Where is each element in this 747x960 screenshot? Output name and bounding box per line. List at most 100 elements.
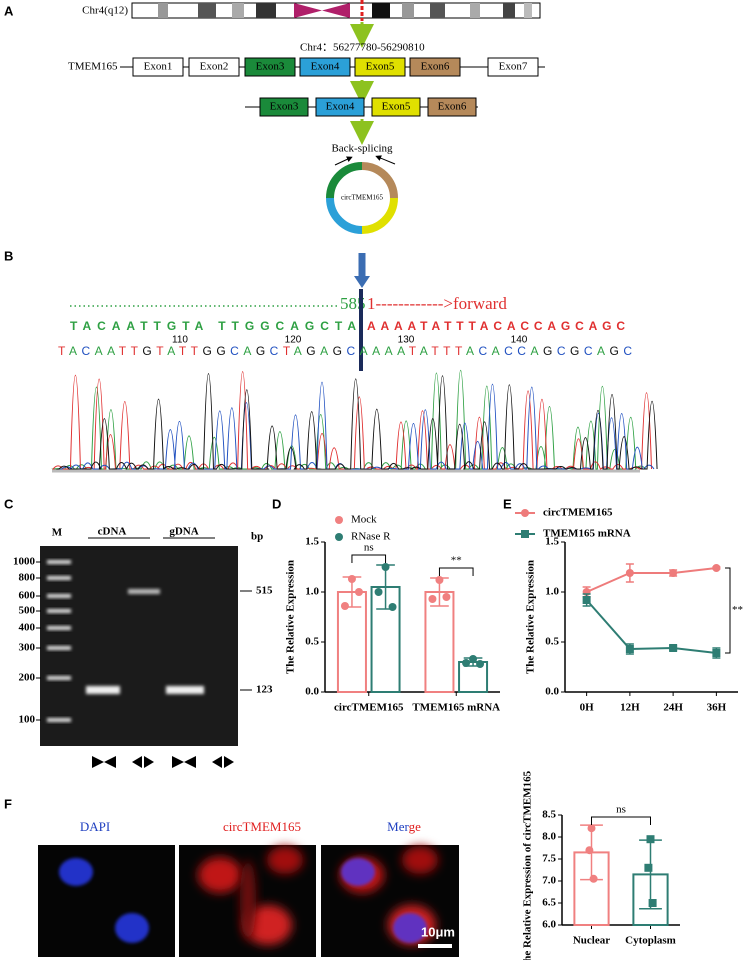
exon bbox=[132, 57, 184, 77]
exon bbox=[409, 57, 461, 77]
ladder-label: 400 bbox=[19, 622, 36, 634]
ladder-band bbox=[47, 626, 71, 630]
y-tick-label: 8.5 bbox=[542, 809, 556, 821]
image-circ bbox=[179, 845, 316, 957]
ladder-band bbox=[47, 676, 71, 680]
point bbox=[669, 644, 678, 652]
gel-bands: 1000 800 600 500 400 300 200 100 515 123 bbox=[13, 556, 273, 726]
point bbox=[646, 835, 655, 844]
circ-rna bbox=[326, 162, 398, 234]
point bbox=[354, 588, 363, 596]
point bbox=[374, 588, 383, 596]
exon bbox=[487, 57, 539, 77]
y-tick-label: 6.0 bbox=[542, 919, 556, 931]
exon-row: Exon1 Exon2 Exon3 Exon4 Exon5 Exon6 Exon7 bbox=[132, 57, 539, 77]
chromatogram-trace bbox=[51, 370, 647, 471]
chromatogram-trace bbox=[54, 373, 658, 471]
base: T bbox=[455, 344, 463, 358]
base: G bbox=[543, 344, 552, 358]
base: A bbox=[107, 344, 115, 358]
exon bbox=[315, 97, 365, 117]
base: A bbox=[294, 344, 302, 358]
base: T bbox=[58, 344, 66, 358]
lane-label: cDNA bbox=[98, 526, 127, 538]
y-tick-label: 6.5 bbox=[542, 897, 556, 909]
primer-icons bbox=[92, 756, 234, 768]
ladder-band bbox=[47, 594, 71, 598]
base: A bbox=[597, 344, 605, 358]
y-tick-label: 0.0 bbox=[305, 686, 319, 698]
ladder-band bbox=[47, 560, 71, 564]
exon bbox=[259, 97, 309, 117]
annotation: ** bbox=[732, 604, 743, 616]
positions: 110 120 130 140 bbox=[172, 335, 528, 346]
point bbox=[462, 659, 471, 667]
base: T bbox=[119, 344, 127, 358]
point bbox=[388, 603, 397, 611]
bracket bbox=[351, 554, 387, 563]
marker-label: M bbox=[52, 527, 63, 539]
exon-label: Exon4 bbox=[326, 101, 355, 113]
position: 120 bbox=[285, 335, 302, 346]
position: 130 bbox=[398, 335, 415, 346]
x-tick-label: 24H bbox=[663, 702, 683, 714]
ladder-band bbox=[47, 576, 71, 580]
exon-label: Exon2 bbox=[200, 61, 229, 73]
base: T bbox=[191, 344, 199, 358]
point bbox=[587, 824, 596, 833]
point bbox=[585, 846, 594, 855]
legend-label: RNase R bbox=[351, 531, 391, 543]
base: C bbox=[504, 344, 513, 358]
base: A bbox=[397, 344, 405, 358]
y-tick-label: 7.0 bbox=[542, 875, 556, 887]
image-label: circTMEM165 bbox=[223, 819, 301, 834]
image-label: Merge bbox=[387, 819, 421, 834]
product-label: 515 bbox=[256, 585, 273, 597]
panel-f: F DAPI circTMEM165 Merge 10μm bbox=[4, 796, 459, 957]
image-dapi bbox=[38, 845, 175, 957]
legend-marker bbox=[521, 530, 529, 538]
x-tick-label: Nuclear bbox=[573, 935, 610, 947]
exon-label: Exon5 bbox=[382, 101, 411, 113]
y-tick-label: 7.5 bbox=[542, 853, 556, 865]
point bbox=[340, 602, 349, 610]
panel-a: A Chr4(q12) Chr4：56277780-56290810 TMEM1… bbox=[4, 0, 545, 234]
base: T bbox=[156, 344, 164, 358]
merge-part: ge bbox=[409, 819, 422, 834]
coordinates: Chr4：56277780-56290810 bbox=[300, 42, 425, 54]
chromosome-label: Chr4(q12) bbox=[82, 5, 128, 17]
base: C bbox=[557, 344, 566, 358]
exon-label: Exon4 bbox=[311, 61, 340, 73]
ladder-label: 500 bbox=[19, 605, 36, 617]
exon bbox=[427, 97, 477, 117]
y-tick-label: 1.5 bbox=[305, 536, 319, 548]
base: G bbox=[570, 344, 579, 358]
band bbox=[86, 686, 120, 694]
base: C bbox=[478, 344, 487, 358]
base: C bbox=[230, 344, 239, 358]
charts: 0.0 0.5 1.0 1.5 The Relative Expression circT… bbox=[285, 507, 743, 960]
band bbox=[166, 686, 204, 694]
y-axis-label: The Relative Expression bbox=[525, 560, 537, 674]
exon-label: Exon7 bbox=[499, 61, 528, 73]
base: G bbox=[306, 344, 315, 358]
panel-letter: A bbox=[4, 3, 14, 18]
y-tick-label: 1.0 bbox=[545, 586, 559, 598]
ladder-label: 300 bbox=[19, 642, 36, 654]
base: G bbox=[609, 344, 618, 358]
bar bbox=[424, 591, 455, 693]
ladder-band bbox=[47, 646, 71, 650]
sequence-left: TACAATTGTA TTGGCAGCTA bbox=[70, 319, 356, 333]
lane-label: gDNA bbox=[169, 526, 198, 538]
point bbox=[469, 655, 478, 663]
base: C bbox=[346, 344, 355, 358]
ladder-label: 200 bbox=[19, 672, 36, 684]
ladder-label: 100 bbox=[19, 714, 36, 726]
line bbox=[585, 599, 717, 654]
y-axis-label: The Relative Expression of circTMEM165 bbox=[522, 770, 534, 960]
y-tick-label: 1.5 bbox=[545, 536, 559, 548]
point bbox=[582, 596, 591, 604]
base: T bbox=[431, 344, 439, 358]
exon-row: Exon3 Exon4 Exon5 Exon6 bbox=[259, 97, 477, 117]
